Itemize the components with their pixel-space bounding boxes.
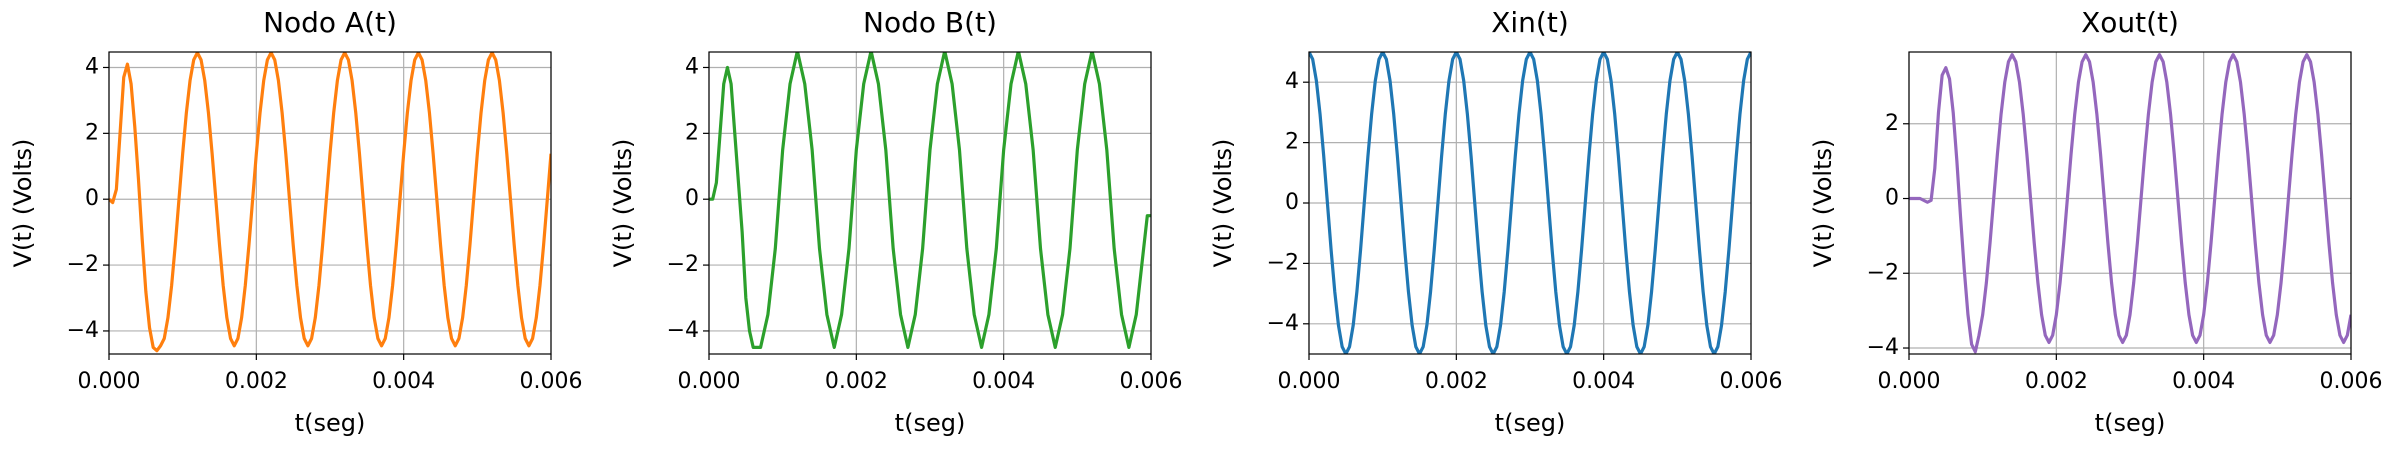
axes-frame <box>108 51 552 355</box>
x-tick-label: 0.004 <box>972 369 1035 394</box>
x-tick-label: 0.004 <box>1572 369 1635 394</box>
x-tick-label: 0.004 <box>372 369 435 394</box>
y-tick-label: −2 <box>1867 260 1899 285</box>
chart-title: Nodo B(t) <box>863 6 997 39</box>
x-tick-label: 0.006 <box>2320 369 2383 394</box>
y-tick-label: 0 <box>85 186 99 211</box>
x-axis-label: t(seg) <box>2095 409 2166 437</box>
x-tick-label: 0.006 <box>520 369 583 394</box>
x-axis-label: t(seg) <box>1495 409 1566 437</box>
y-tick-label: −4 <box>1867 335 1899 360</box>
x-axis-label: t(seg) <box>895 409 966 437</box>
signal-line <box>109 52 551 353</box>
x-tick-label: 0.002 <box>225 369 288 394</box>
x-tick-label: 0.000 <box>678 369 741 394</box>
y-axis-label: V(t) (Volts) <box>1209 139 1237 268</box>
chart-title: Xin(t) <box>1491 6 1569 39</box>
y-tick-label: 2 <box>685 120 699 145</box>
y-tick-label: 0 <box>1285 190 1299 215</box>
axes-frame <box>1308 51 1752 355</box>
y-tick-label: −4 <box>67 318 99 343</box>
y-tick-label: 4 <box>85 54 99 79</box>
y-axis-label: V(t) (Volts) <box>609 139 637 268</box>
signal-line <box>1909 53 2351 354</box>
axes-frame <box>1908 51 2352 355</box>
y-tick-label: 2 <box>85 120 99 145</box>
y-tick-label: 4 <box>1285 69 1299 94</box>
x-tick-label: 0.004 <box>2172 369 2235 394</box>
y-tick-label: −4 <box>1267 311 1299 336</box>
x-tick-label: 0.002 <box>2025 369 2088 394</box>
x-tick-label: 0.000 <box>78 369 141 394</box>
x-tick-label: 0.006 <box>1720 369 1783 394</box>
y-tick-label: 2 <box>1285 130 1299 155</box>
y-tick-label: −2 <box>667 252 699 277</box>
x-tick-label: 0.006 <box>1120 369 1183 394</box>
x-axis-label: t(seg) <box>295 409 366 437</box>
chart-title: Nodo A(t) <box>263 6 397 39</box>
signal-line <box>709 52 1151 350</box>
x-tick-label: 0.002 <box>1425 369 1488 394</box>
y-tick-label: −2 <box>67 252 99 277</box>
x-tick-label: 0.000 <box>1878 369 1941 394</box>
y-axis-label: V(t) (Volts) <box>9 139 37 268</box>
x-tick-label: 0.000 <box>1278 369 1341 394</box>
y-tick-label: −2 <box>1267 250 1299 275</box>
chart-title: Xout(t) <box>2081 6 2179 39</box>
x-tick-label: 0.002 <box>825 369 888 394</box>
y-tick-label: 2 <box>1885 111 1899 136</box>
y-tick-label: 0 <box>685 186 699 211</box>
y-tick-label: −4 <box>667 318 699 343</box>
y-tick-label: 4 <box>685 54 699 79</box>
y-axis-label: V(t) (Volts) <box>1809 139 1837 268</box>
y-tick-label: 0 <box>1885 186 1899 211</box>
axes-frame <box>708 51 1152 355</box>
